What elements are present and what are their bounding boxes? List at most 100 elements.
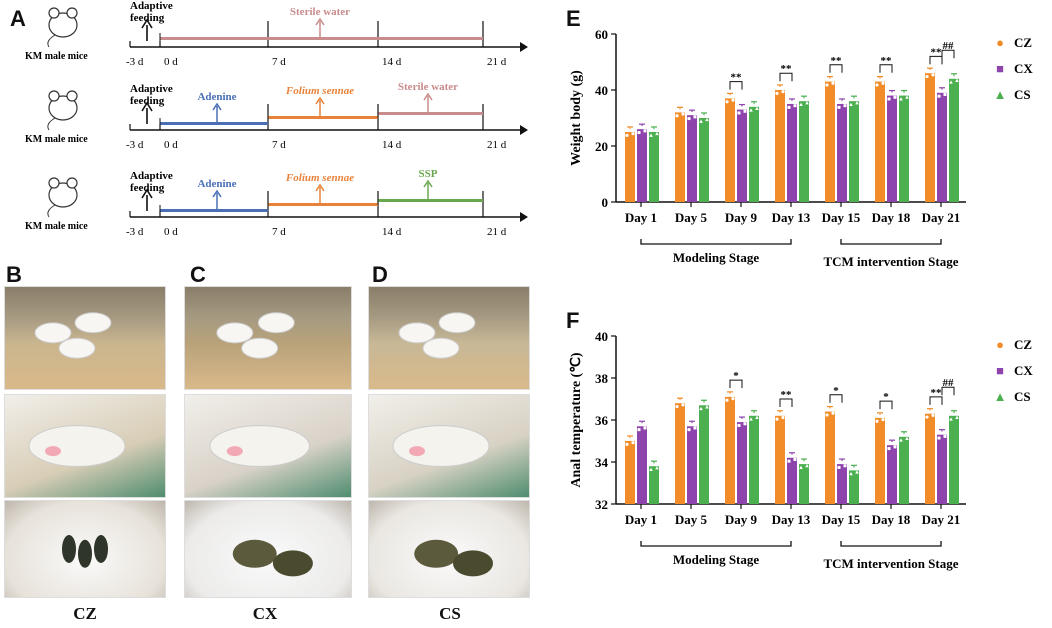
data-point xyxy=(640,126,644,130)
mouse-label: KM male mice xyxy=(25,51,88,62)
x-tick-label: Day 5 xyxy=(675,210,708,225)
data-point xyxy=(678,399,682,404)
data-point xyxy=(881,81,885,85)
data-point xyxy=(675,404,679,409)
photo-illustration xyxy=(62,535,108,568)
photo-caption-cs: CS xyxy=(439,604,461,623)
bar xyxy=(875,417,885,504)
significance-mark: * xyxy=(833,385,839,397)
bar xyxy=(737,109,747,202)
significance-mark: ** xyxy=(931,387,943,399)
data-point xyxy=(843,464,847,468)
significance-bracket xyxy=(941,386,955,396)
adaptive-arrowhead xyxy=(141,101,153,112)
data-point xyxy=(928,410,932,414)
mouse-body xyxy=(48,182,78,208)
significance-bracket xyxy=(779,398,793,407)
significance-mark: ** xyxy=(781,63,793,75)
mouse-ear xyxy=(66,7,78,19)
data-point xyxy=(693,115,697,119)
data-point xyxy=(899,97,903,101)
data-point xyxy=(802,97,806,102)
data-point xyxy=(678,109,682,113)
data-point xyxy=(955,415,959,419)
data-point xyxy=(905,436,909,440)
treatment-bar xyxy=(268,203,378,206)
treatment-label: Sterile water xyxy=(290,6,350,18)
legend-label: CS xyxy=(1014,389,1031,404)
y-axis-label: Weight body (g) xyxy=(569,70,584,166)
data-point xyxy=(687,117,691,121)
data-point xyxy=(631,132,635,136)
data-point xyxy=(875,419,879,423)
data-point xyxy=(890,92,894,96)
treatment-label: Adenine xyxy=(197,91,236,103)
significance-bracket xyxy=(829,64,843,73)
bar xyxy=(825,81,835,202)
timeline-tick-label: 14 d xyxy=(382,226,402,238)
legend-marker: ● xyxy=(996,337,1004,352)
data-point xyxy=(840,460,844,464)
timeline-arrowhead xyxy=(520,212,528,222)
legend-label: CS xyxy=(1014,87,1031,102)
mouse-icon xyxy=(47,90,78,131)
data-point xyxy=(625,133,629,137)
treatment-label: SSP xyxy=(419,168,438,180)
x-tick-label: Day 13 xyxy=(772,210,811,225)
data-point xyxy=(775,91,779,95)
stage-label: TCM intervention Stage xyxy=(823,254,958,269)
timeline-tick-label: 0 d xyxy=(164,139,178,151)
significance-mark: ** xyxy=(781,389,793,401)
treatment-label: Folium sennae xyxy=(285,85,354,97)
mouse-figure xyxy=(241,337,279,359)
photo-cs-feces xyxy=(368,500,530,598)
data-point xyxy=(852,466,856,471)
data-point xyxy=(881,417,885,422)
data-point xyxy=(952,412,956,416)
significance-bracket xyxy=(729,379,743,389)
x-tick-label: Day 1 xyxy=(625,210,657,225)
mouse-ear xyxy=(66,177,78,189)
photo-caption-cz: CZ xyxy=(73,604,97,623)
timeline-tick-label: 7 d xyxy=(272,139,286,151)
photo-illustration xyxy=(392,425,490,467)
treatment-bar xyxy=(160,122,268,125)
data-point xyxy=(725,398,729,402)
data-point xyxy=(687,428,691,432)
bar xyxy=(837,464,847,504)
bar xyxy=(637,426,647,504)
data-point xyxy=(637,131,641,135)
significance-bracket xyxy=(729,81,743,90)
bar xyxy=(625,441,635,504)
data-point xyxy=(705,405,709,409)
adaptive-feeding-label: Adaptive xyxy=(130,170,173,182)
data-point xyxy=(625,442,629,446)
timeline-tick-label: 7 d xyxy=(272,56,286,68)
significance-mark: ** xyxy=(831,55,843,67)
treatment-label: Folium sennae xyxy=(285,172,354,184)
data-point xyxy=(837,105,841,109)
treatment-label: Sterile water xyxy=(398,81,458,93)
data-point xyxy=(693,426,697,430)
data-point xyxy=(887,447,891,451)
photo-cs-cage xyxy=(368,286,530,390)
legend-marker: ● xyxy=(996,35,1004,50)
stage-label: TCM intervention Stage xyxy=(823,556,958,571)
photo-illustration xyxy=(216,312,295,359)
mouse-figure xyxy=(398,322,436,344)
data-point xyxy=(675,114,679,118)
mouse-figure xyxy=(392,425,490,467)
data-point xyxy=(655,466,659,470)
data-point xyxy=(937,436,941,440)
stage-label: Modeling Stage xyxy=(673,552,760,567)
data-point xyxy=(690,112,694,116)
photo-cz-feces xyxy=(4,500,166,598)
data-point xyxy=(802,460,806,464)
data-point xyxy=(702,114,706,118)
y-tick-label: 36 xyxy=(595,413,609,428)
panel-label-b: B xyxy=(6,262,22,287)
y-tick-label: 32 xyxy=(595,497,608,512)
photo-cx-cage xyxy=(184,286,352,390)
photo-illustration xyxy=(398,312,476,359)
data-point xyxy=(899,438,903,442)
